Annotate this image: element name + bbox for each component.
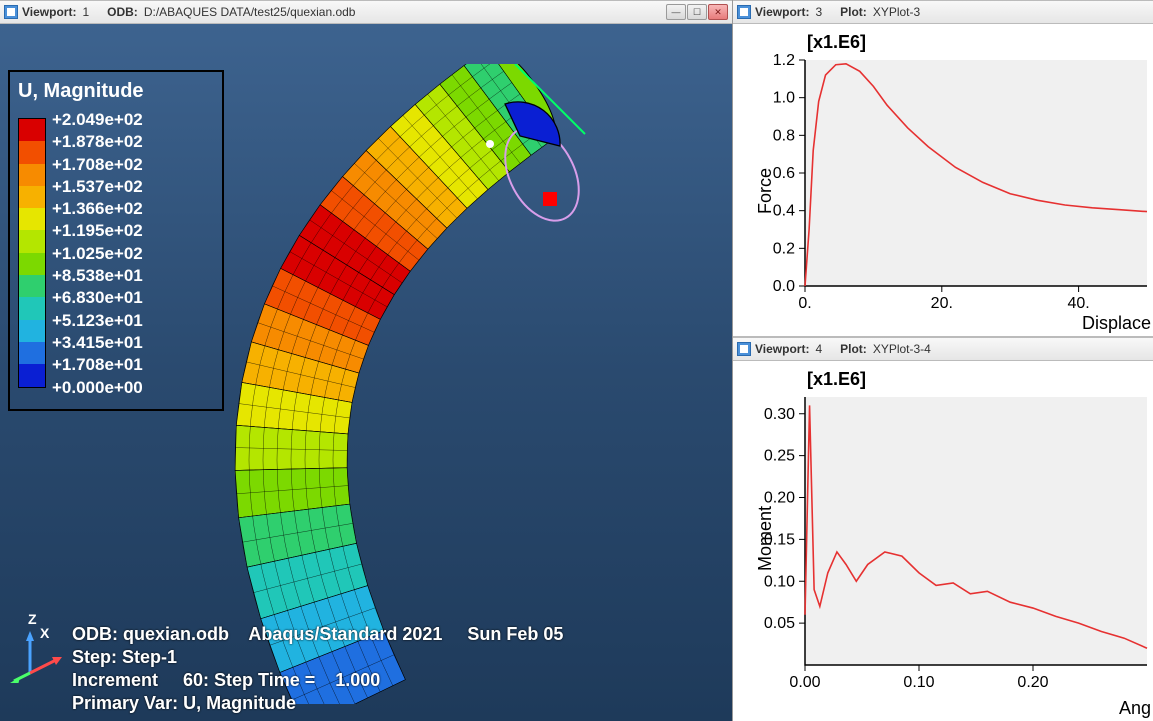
viewport-3: Viewport: 3 Plot: XYPlot-3 [x1.E6] Force… xyxy=(733,0,1153,337)
viewport-status-text: ODB: quexian.odb Abaqus/Standard 2021 Su… xyxy=(72,623,563,715)
triad-z-label: Z xyxy=(28,611,37,627)
viewport-number: 3 xyxy=(815,5,822,19)
contour-legend: U, Magnitude +2.049e+02+1.878e+02+1.708e… xyxy=(8,70,224,411)
y-scale-label: [x1.E6] xyxy=(807,32,1153,53)
svg-text:0.8: 0.8 xyxy=(773,127,795,144)
viewport3-titlebar[interactable]: Viewport: 3 Plot: XYPlot-3 xyxy=(733,0,1153,24)
svg-text:0.4: 0.4 xyxy=(773,203,795,220)
viewport-3d-canvas[interactable]: U, Magnitude +2.049e+02+1.878e+02+1.708e… xyxy=(0,24,732,721)
chart-svg: 0.0 0.2 0.4 0.6 0.8 1.0 1.2 0. 20. 40. xyxy=(733,54,1151,334)
right-panel: Viewport: 3 Plot: XYPlot-3 [x1.E6] Force… xyxy=(733,0,1153,721)
svg-text:0.: 0. xyxy=(798,295,811,312)
viewport-4: Viewport: 4 Plot: XYPlot-3-4 [x1.E6] Mom… xyxy=(733,337,1153,721)
svg-text:0.10: 0.10 xyxy=(903,674,934,691)
svg-text:20.: 20. xyxy=(931,295,953,312)
svg-text:0.20: 0.20 xyxy=(764,490,795,507)
odb-label: ODB: xyxy=(107,5,138,19)
viewport1-titlebar[interactable]: Viewport: 1 ODB: D:/ABAQUES DATA/test25/… xyxy=(0,0,732,24)
viewport-number: 1 xyxy=(82,5,89,19)
chart-svg: 0.05 0.10 0.15 0.20 0.25 0.30 0.00 0.10 0.20 xyxy=(733,391,1151,713)
abaqus-icon xyxy=(4,5,18,19)
odb-path: D:/ABAQUES DATA/test25/quexian.odb xyxy=(144,5,356,19)
svg-text:0.6: 0.6 xyxy=(773,165,795,182)
svg-text:40.: 40. xyxy=(1067,295,1089,312)
close-button[interactable]: ✕ xyxy=(708,4,728,20)
force-displacement-chart[interactable]: [x1.E6] Force Displace 0.00.20.40.60.81.… xyxy=(733,24,1153,336)
svg-text:0.15: 0.15 xyxy=(764,531,795,548)
svg-text:0.25: 0.25 xyxy=(764,448,795,465)
svg-text:0.10: 0.10 xyxy=(764,573,795,590)
viewport-label: Viewport: xyxy=(755,342,809,356)
legend-colorbar xyxy=(18,118,46,388)
plot-label: Plot: xyxy=(840,5,867,19)
moment-angle-chart[interactable]: [x1.E6] Moment Ang 0.050.100.150.200.250… xyxy=(733,361,1153,721)
svg-text:1.0: 1.0 xyxy=(773,90,795,107)
plot-label: Plot: xyxy=(840,342,867,356)
plot-name: XYPlot-3-4 xyxy=(873,342,931,356)
maximize-button[interactable]: ☐ xyxy=(687,4,707,20)
abaqus-icon xyxy=(737,5,751,19)
svg-text:0.20: 0.20 xyxy=(1017,674,1048,691)
viewport-label: Viewport: xyxy=(755,5,809,19)
viewport4-titlebar[interactable]: Viewport: 4 Plot: XYPlot-3-4 xyxy=(733,337,1153,361)
y-scale-label: [x1.E6] xyxy=(807,369,1153,390)
svg-text:0.0: 0.0 xyxy=(773,278,795,295)
legend-title: U, Magnitude xyxy=(18,80,208,103)
viewport-number: 4 xyxy=(815,342,822,356)
legend-values: +2.049e+02+1.878e+02+1.708e+02+1.537e+02… xyxy=(52,109,143,399)
viewport-label: Viewport: xyxy=(22,5,76,19)
svg-text:1.2: 1.2 xyxy=(773,54,795,69)
deformed-pipe-render xyxy=(160,64,660,704)
plot-name: XYPlot-3 xyxy=(873,5,920,19)
viewport-1: Viewport: 1 ODB: D:/ABAQUES DATA/test25/… xyxy=(0,0,733,721)
svg-text:0.30: 0.30 xyxy=(764,406,795,423)
minimize-button[interactable]: — xyxy=(666,4,686,20)
svg-text:0.05: 0.05 xyxy=(764,615,795,632)
abaqus-icon xyxy=(737,342,751,356)
svg-text:0.00: 0.00 xyxy=(789,674,820,691)
orientation-triad xyxy=(10,629,64,683)
svg-text:0.2: 0.2 xyxy=(773,240,795,257)
